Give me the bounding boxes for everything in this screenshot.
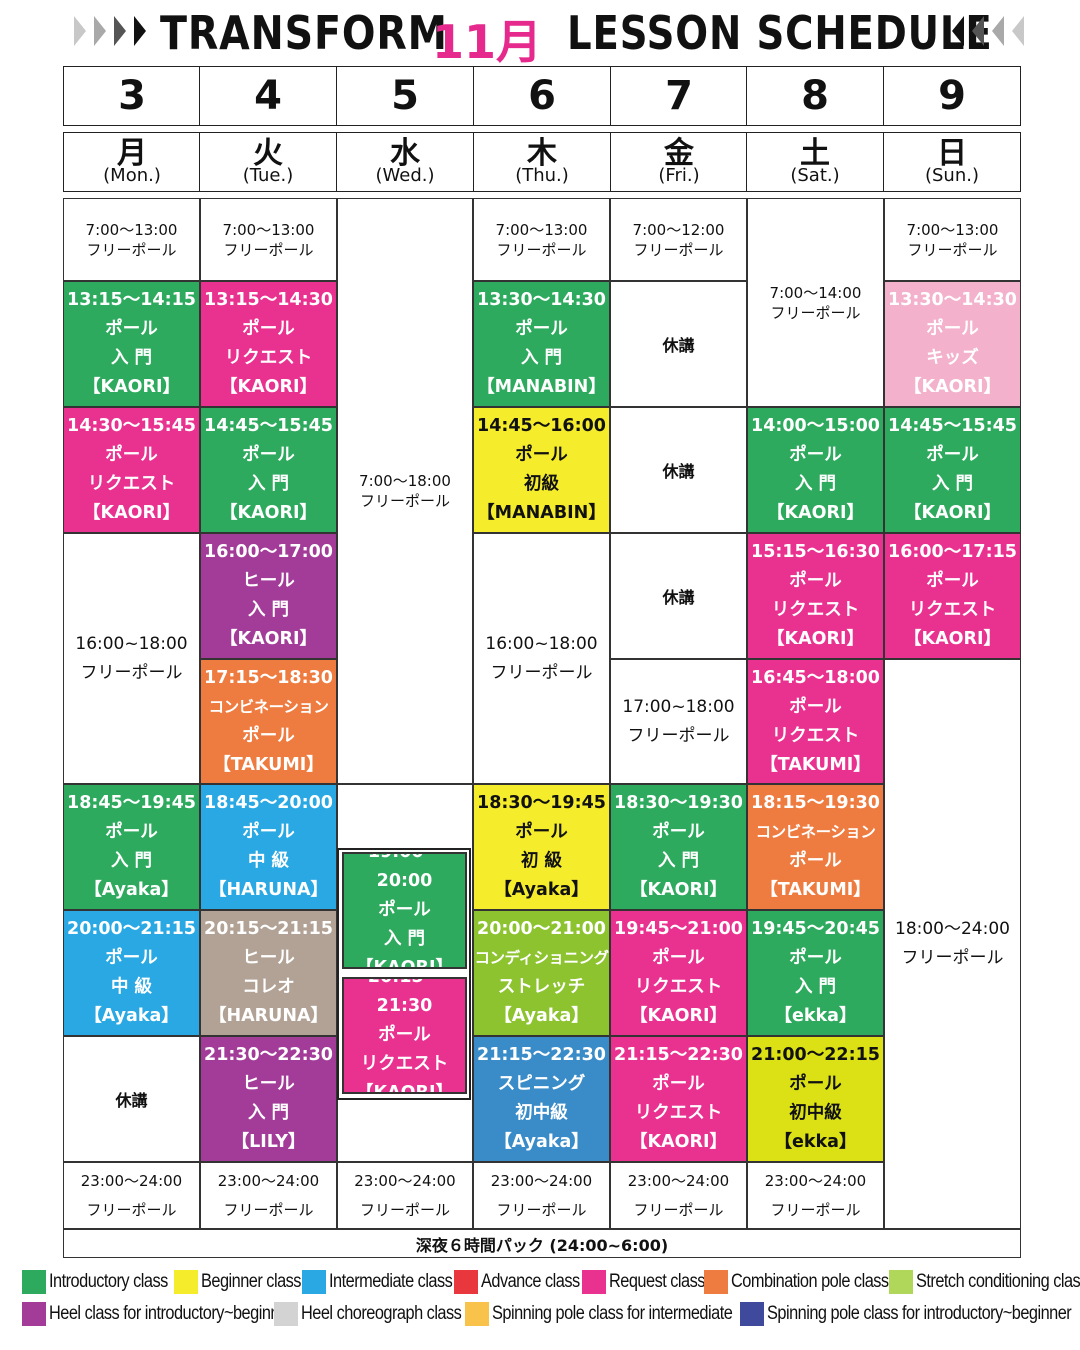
date-cell: 7 bbox=[610, 66, 748, 126]
lesson-slot[interactable]: 14:00〜15:00 ポール入 門【KAORI】 bbox=[747, 407, 884, 533]
legend-swatch bbox=[465, 1302, 489, 1326]
lesson-slot[interactable]: 13:30〜14:30 ポール入 門【MANABIN】 bbox=[473, 281, 610, 407]
page-header: TRANSFORM 11月 LESSON SCHEDULE bbox=[0, 0, 1080, 69]
lesson-slot[interactable]: 21:15〜22:30 ポール リクエスト 【KAORI】 bbox=[610, 1036, 747, 1162]
legend-swatch bbox=[22, 1270, 46, 1294]
late-free-pole-slot: 23:00〜24:00 フリーポール bbox=[747, 1162, 884, 1229]
lesson-slot[interactable]: 21:00〜22:15 ポール 初中級 【ekka】 bbox=[747, 1036, 884, 1162]
brand-title: TRANSFORM bbox=[160, 6, 448, 60]
month-title: 11月 bbox=[432, 15, 543, 69]
legend-request: Request class bbox=[582, 1270, 721, 1294]
legend-swatch bbox=[454, 1270, 478, 1294]
weekday-cell: 金 (Fri.) bbox=[610, 132, 748, 192]
free-pole-slot: 7:00〜14:00 フリーポール bbox=[747, 198, 884, 407]
lesson-slot[interactable]: 19:00〜20:00 ポール入 門【KAORI】 bbox=[342, 852, 467, 969]
free-pole-slot: 7:00〜13:00 フリーポール bbox=[473, 198, 610, 281]
late-free-pole-slot: 23:00〜24:00 フリーポール bbox=[473, 1162, 610, 1229]
date-cell: 9 bbox=[883, 66, 1021, 126]
no-lesson-slot: 休講 bbox=[63, 1036, 200, 1162]
lesson-slot[interactable]: 20:00〜21:00 コンディショニング ストレッチ 【Ayaka】 bbox=[473, 910, 610, 1036]
legend-swatch bbox=[582, 1270, 606, 1294]
legend-swatch bbox=[889, 1270, 913, 1294]
night-pack-banner: 深夜６時間パック (24:00~6:00) bbox=[63, 1229, 1021, 1258]
free-pole-slot: 7:00〜13:00 フリーポール bbox=[63, 198, 200, 281]
late-free-pole-slot: 23:00〜24:00 フリーポール bbox=[337, 1162, 473, 1229]
date-cell: 8 bbox=[746, 66, 884, 126]
lesson-slot[interactable]: 14:45〜15:45 ポール入 門【KAORI】 bbox=[200, 407, 337, 533]
legend: Introductory class Beginner class Interm… bbox=[22, 1270, 1080, 1342]
late-free-pole-slot: 23:00〜24:00 フリーポール bbox=[63, 1162, 200, 1229]
weekday-cell: 木 (Thu.) bbox=[473, 132, 611, 192]
lesson-slot[interactable]: 14:45〜16:00 ポール 初級 【MANABIN】 bbox=[473, 407, 610, 533]
legend-swatch bbox=[740, 1302, 764, 1326]
free-pole-slot: 17:00~18:00 フリーポール bbox=[610, 659, 747, 784]
no-lesson-slot: 休講 bbox=[610, 533, 747, 659]
free-pole-slot: 7:00〜18:00 フリーポール bbox=[337, 198, 473, 784]
lesson-slot[interactable]: 19:45〜21:00 ポール リクエスト 【KAORI】 bbox=[610, 910, 747, 1036]
legend-advance: Advance class bbox=[454, 1270, 596, 1294]
chevron-right-icon bbox=[74, 16, 146, 46]
lesson-slot[interactable]: 18:45〜20:00 ポール中 級【HARUNA】 bbox=[200, 784, 337, 910]
lesson-slot[interactable]: 18:15〜19:30 コンビネーション ポール 【TAKUMI】 bbox=[747, 784, 884, 910]
lesson-slot[interactable]: 13:30〜14:30 ポール キッズ 【KAORI】 bbox=[884, 281, 1021, 407]
lesson-slot[interactable]: 21:15〜22:30 スピニング 初中級 【Ayaka】 bbox=[473, 1036, 610, 1162]
weekday-cell: 月 (Mon.) bbox=[63, 132, 201, 192]
free-pole-slot: 16:00~18:00 フリーポール bbox=[473, 533, 610, 784]
date-cell: 3 bbox=[63, 66, 201, 126]
date-cell: 4 bbox=[199, 66, 337, 126]
weekday-cell: 土 (Sat.) bbox=[746, 132, 884, 192]
legend-heel-intro: Heel class for introductory~beginner bbox=[22, 1302, 332, 1326]
legend-swatch bbox=[174, 1270, 198, 1294]
lesson-slot[interactable]: 13:15〜14:15 ポール入 門【KAORI】 bbox=[63, 281, 200, 407]
legend-swatch bbox=[274, 1302, 298, 1326]
date-cell: 5 bbox=[336, 66, 474, 126]
no-lesson-slot: 休講 bbox=[610, 281, 747, 407]
free-pole-slot: 7:00〜13:00 フリーポール bbox=[200, 198, 337, 281]
lesson-slot[interactable]: 16:00〜17:15 ポール リクエスト 【KAORI】 bbox=[884, 533, 1021, 659]
lesson-slot[interactable]: 21:30〜22:30 ヒール入 門【LILY】 bbox=[200, 1036, 337, 1162]
date-cell: 6 bbox=[473, 66, 611, 126]
legend-combination: Combination pole class bbox=[704, 1270, 914, 1294]
lesson-slot[interactable]: 14:45〜15:45 ポール入 門【KAORI】 bbox=[884, 407, 1021, 533]
lesson-slot[interactable]: 13:15〜14:30 ポール リクエスト 【KAORI】 bbox=[200, 281, 337, 407]
no-lesson-slot: 休講 bbox=[610, 407, 747, 533]
legend-beginner: Beginner class bbox=[174, 1270, 317, 1294]
weekday-cell: 日 (Sun.) bbox=[883, 132, 1021, 192]
free-pole-slot: 7:00〜13:00 フリーポール bbox=[884, 198, 1021, 281]
free-pole-slot: 18:00〜24:00 フリーポール bbox=[884, 659, 1021, 1229]
lesson-slot[interactable]: 14:30〜15:45 ポール リクエスト 【KAORI】 bbox=[63, 407, 200, 533]
legend-spinning-intro: Spinning pole class for introductory~beg… bbox=[740, 1302, 1080, 1326]
free-pole-slot: 7:00〜12:00 フリーポール bbox=[610, 198, 747, 281]
lesson-slot[interactable]: 16:45〜18:00 ポール リクエスト 【TAKUMI】 bbox=[747, 659, 884, 784]
lesson-slot[interactable]: 20:00〜21:15 ポール中 級【Ayaka】 bbox=[63, 910, 200, 1036]
lesson-slot[interactable]: 20:15〜21:30 ポール リクエスト 【KAORI】 bbox=[342, 977, 467, 1094]
free-pole-slot: 16:00~18:00 フリーポール bbox=[63, 533, 200, 784]
legend-swatch bbox=[302, 1270, 326, 1294]
legend-swatch bbox=[704, 1270, 728, 1294]
lesson-slot[interactable]: 17:15〜18:30 コンビネーション ポール 【TAKUMI】 bbox=[200, 659, 337, 784]
legend-swatch bbox=[22, 1302, 46, 1326]
chevron-left-icon bbox=[952, 16, 1024, 46]
lesson-slot[interactable]: 18:30〜19:30 ポール入 門【KAORI】 bbox=[610, 784, 747, 910]
lesson-slot[interactable]: 15:15〜16:30 ポール リクエスト 【KAORI】 bbox=[747, 533, 884, 659]
legend-spinning-intermediate: Spinning pole class for intermediate bbox=[465, 1302, 771, 1326]
lesson-slot[interactable]: 18:30〜19:45 ポール初 級【Ayaka】 bbox=[473, 784, 610, 910]
lesson-slot[interactable]: 20:15〜21:15 ヒール コレオ 【HARUNA】 bbox=[200, 910, 337, 1036]
legend-stretch: Stretch conditioning class bbox=[889, 1270, 1080, 1294]
lesson-slot[interactable]: 16:00〜17:00 ヒール入 門【KAORI】 bbox=[200, 533, 337, 659]
lesson-slot[interactable]: 18:45〜19:45 ポール入 門【Ayaka】 bbox=[63, 784, 200, 910]
lesson-slot[interactable]: 19:45〜20:45 ポール入 門【ekka】 bbox=[747, 910, 884, 1036]
late-free-pole-slot: 23:00〜24:00 フリーポール bbox=[610, 1162, 747, 1229]
late-free-pole-slot: 23:00〜24:00 フリーポール bbox=[200, 1162, 337, 1229]
legend-intermediate: Intermediate class bbox=[302, 1270, 472, 1294]
weekday-cell: 火 (Tue.) bbox=[199, 132, 337, 192]
legend-introductory: Introductory class bbox=[22, 1270, 187, 1294]
schedule-title: LESSON SCHEDULE bbox=[567, 6, 993, 60]
legend-heel-choreo: Heel choreograph class bbox=[274, 1302, 487, 1326]
weekday-cell: 水 (Wed.) bbox=[336, 132, 474, 192]
